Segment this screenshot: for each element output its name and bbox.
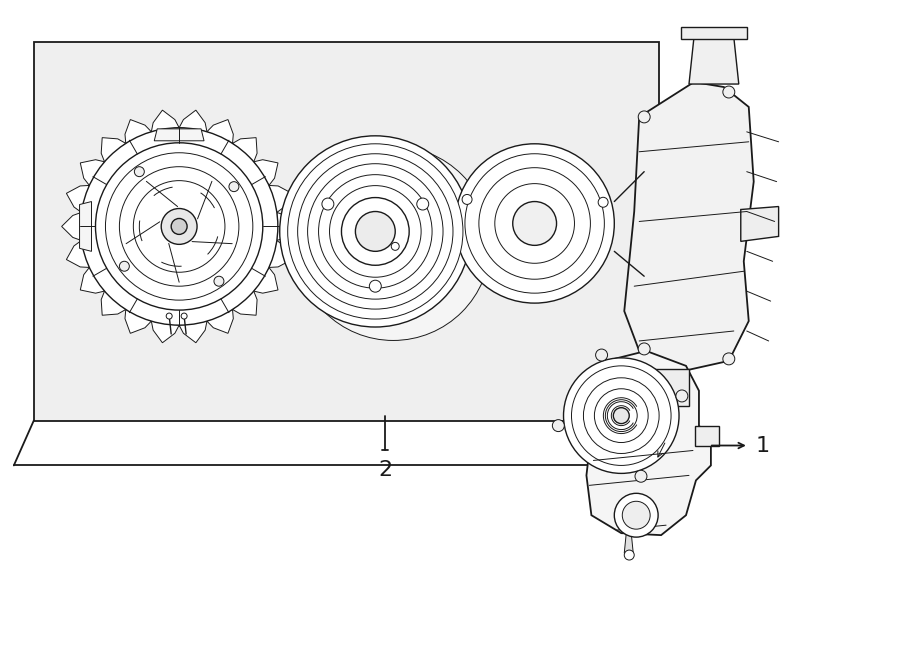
Polygon shape [67,241,89,268]
Polygon shape [79,202,92,251]
Polygon shape [67,186,89,212]
Polygon shape [125,309,151,333]
Circle shape [455,144,615,303]
Circle shape [553,420,564,432]
Circle shape [329,186,421,277]
Circle shape [288,144,463,319]
Circle shape [133,180,225,272]
Circle shape [171,219,187,235]
Circle shape [513,202,556,245]
Ellipse shape [104,148,271,315]
Polygon shape [80,268,104,293]
Circle shape [280,136,471,327]
Circle shape [495,184,574,263]
Polygon shape [689,37,739,84]
Circle shape [465,154,604,293]
Circle shape [638,343,650,355]
Circle shape [723,86,734,98]
Circle shape [308,164,443,299]
Circle shape [369,280,382,292]
Circle shape [105,153,253,300]
Polygon shape [587,351,711,535]
Polygon shape [254,160,278,186]
Polygon shape [254,268,278,293]
Polygon shape [232,137,257,162]
Polygon shape [101,137,126,162]
Circle shape [134,167,144,176]
Circle shape [214,276,224,286]
Polygon shape [151,110,179,132]
Circle shape [723,353,734,365]
Polygon shape [681,27,747,39]
Text: 1: 1 [756,436,770,455]
Circle shape [80,128,278,325]
Circle shape [594,389,648,442]
Polygon shape [61,212,81,241]
Circle shape [638,111,650,123]
Circle shape [635,470,647,483]
Circle shape [622,501,650,529]
Circle shape [583,378,659,453]
Polygon shape [625,82,753,371]
Circle shape [462,194,472,204]
Polygon shape [232,291,257,315]
Polygon shape [207,309,233,333]
Ellipse shape [113,158,261,305]
Circle shape [298,154,453,309]
Circle shape [625,550,634,560]
Polygon shape [101,291,126,315]
Polygon shape [649,369,689,406]
Polygon shape [277,212,297,241]
Polygon shape [741,206,778,241]
Circle shape [392,243,400,251]
Polygon shape [179,321,207,343]
Polygon shape [151,321,179,343]
Polygon shape [179,110,207,132]
Circle shape [181,313,187,319]
Polygon shape [80,160,104,186]
Circle shape [341,198,410,265]
Polygon shape [34,42,659,420]
Circle shape [598,197,608,208]
Circle shape [479,168,590,279]
Circle shape [596,349,608,361]
Text: 2: 2 [378,461,392,481]
Polygon shape [207,120,233,143]
Circle shape [120,167,238,286]
Circle shape [229,182,238,192]
Circle shape [120,261,130,271]
Circle shape [613,408,629,424]
Circle shape [166,313,172,319]
Ellipse shape [296,146,491,340]
Circle shape [322,198,334,210]
Circle shape [161,208,197,245]
Circle shape [676,390,688,402]
Polygon shape [125,120,151,143]
Polygon shape [269,186,292,212]
Circle shape [615,493,658,537]
Polygon shape [154,129,204,141]
Circle shape [356,212,395,251]
Circle shape [319,175,432,288]
Circle shape [563,358,679,473]
Circle shape [417,198,428,210]
Polygon shape [625,533,634,553]
Polygon shape [695,426,719,446]
Circle shape [606,400,637,432]
Polygon shape [269,241,292,268]
Circle shape [95,143,263,310]
Circle shape [572,366,671,465]
